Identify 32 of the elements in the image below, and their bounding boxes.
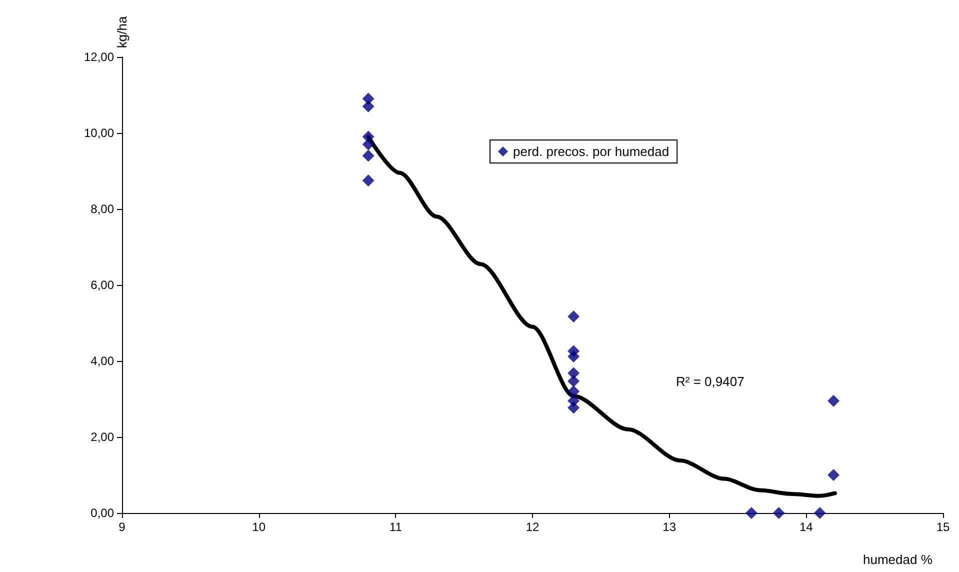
point [362, 100, 374, 112]
x-tick-label: 14 [799, 520, 814, 534]
point [745, 507, 758, 519]
y-tick-label: 10,00 [84, 126, 114, 140]
y-tick-label: 2,00 [90, 430, 114, 444]
y-tick-label: 12,00 [84, 50, 114, 64]
x-tick-label: 15 [936, 520, 950, 534]
point [814, 507, 826, 519]
point [828, 394, 840, 407]
x-tick-label: 13 [662, 520, 676, 534]
x-tick-label: 12 [526, 520, 540, 534]
x-tick-label: 9 [118, 520, 126, 534]
point [772, 507, 785, 519]
point [568, 350, 580, 362]
legend-label: perd. precos. por humedad [513, 144, 670, 159]
point [568, 402, 580, 414]
point [568, 385, 580, 398]
y-tick-label: 8,00 [90, 202, 114, 216]
point [362, 138, 374, 150]
point [362, 150, 374, 162]
point [568, 310, 580, 323]
y-axis-title: kg/ha [114, 16, 130, 48]
point [828, 469, 840, 481]
x-axis-title: humedad % [863, 552, 933, 567]
point [362, 174, 374, 186]
point [568, 375, 580, 388]
y-tick-label: 6,00 [90, 278, 114, 292]
y-tick-label: 0,00 [90, 506, 114, 520]
x-tick-label: 11 [389, 520, 402, 534]
y-tick-label: 4,00 [90, 354, 114, 368]
annotation: R² = 0,9407 [676, 374, 744, 389]
x-tick-label: 10 [252, 520, 266, 534]
